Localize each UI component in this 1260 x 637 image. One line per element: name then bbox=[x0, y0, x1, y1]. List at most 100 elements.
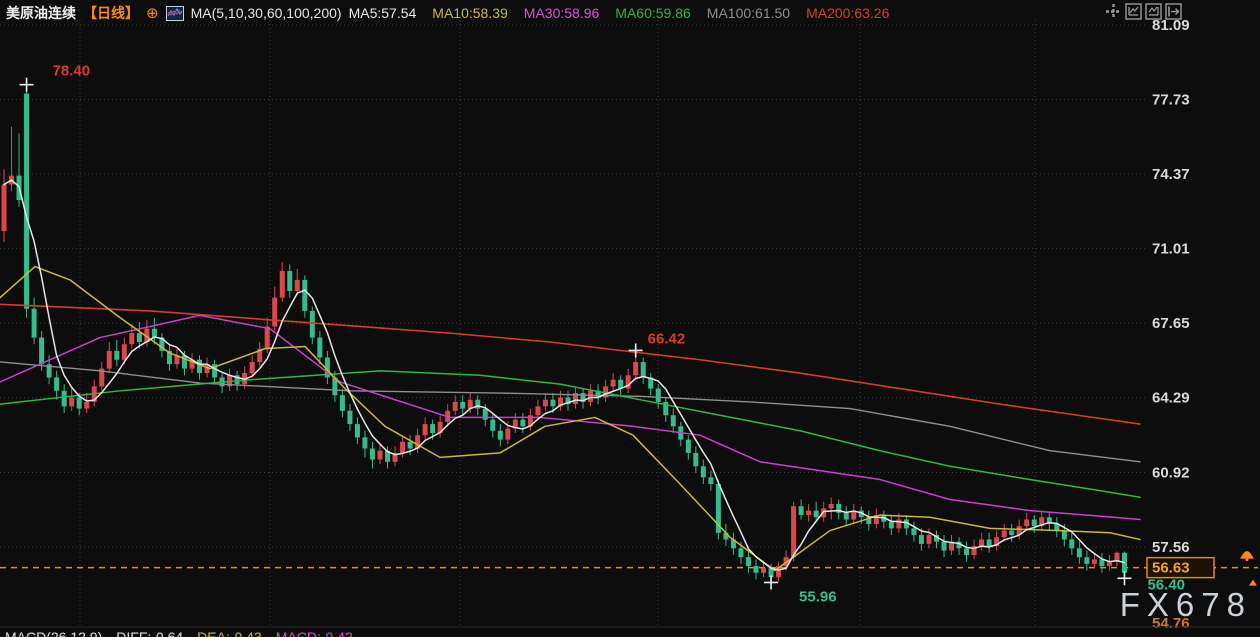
candle-body bbox=[249, 361, 255, 374]
candle-body bbox=[61, 390, 67, 407]
candle-body bbox=[1054, 523, 1060, 531]
candle-body bbox=[339, 395, 345, 411]
ma-values-row: MA5:57.54 MA10:58.39 MA30:58.96 MA60:59.86 M… bbox=[349, 5, 890, 21]
ma-value-0: MA5:57.54 bbox=[348, 5, 417, 21]
macd-footer: MACD(26,12,9) DIFF:-0.64 DEA:-0.43 MACD:… bbox=[5, 629, 353, 637]
candle-body bbox=[843, 512, 849, 520]
candle-body bbox=[197, 359, 203, 374]
candle-body bbox=[467, 399, 473, 409]
pane-expand-icon[interactable] bbox=[1165, 3, 1182, 20]
candle-body bbox=[475, 399, 481, 409]
candle-body bbox=[144, 328, 150, 343]
candle-body bbox=[54, 377, 60, 391]
candle-body bbox=[723, 532, 729, 540]
candle-body bbox=[693, 452, 699, 467]
price-annotation: 78.40 bbox=[53, 63, 91, 80]
y-axis-label: 71.01 bbox=[1152, 241, 1190, 258]
candle-body bbox=[708, 477, 714, 484]
candle-body bbox=[979, 539, 985, 547]
candle-body bbox=[234, 375, 240, 385]
candle-body bbox=[791, 506, 797, 558]
y-axis-label: 60.92 bbox=[1152, 464, 1190, 481]
candle-body bbox=[738, 548, 744, 558]
candle-body bbox=[663, 401, 669, 416]
candle-body bbox=[933, 535, 939, 542]
candle-body bbox=[400, 441, 406, 453]
candle-body bbox=[1031, 519, 1037, 527]
candle-body bbox=[1009, 530, 1015, 536]
candle-body bbox=[730, 539, 736, 549]
candle-body bbox=[69, 397, 75, 407]
candle-body bbox=[415, 435, 421, 449]
candle-body bbox=[527, 415, 533, 427]
candle-body bbox=[535, 406, 541, 416]
candle-body bbox=[377, 450, 383, 460]
macd-indicator-label[interactable]: MACD(26,12,9) bbox=[5, 629, 103, 637]
pane-chart-right-icon[interactable] bbox=[1145, 3, 1162, 20]
candle-body bbox=[1039, 517, 1045, 527]
candle-body bbox=[753, 566, 759, 573]
candle-body bbox=[324, 357, 330, 378]
candle-body bbox=[317, 337, 323, 358]
candle-body bbox=[46, 364, 52, 378]
pane-chart-left-icon[interactable] bbox=[1125, 3, 1142, 20]
candle-body bbox=[354, 424, 360, 438]
y-axis-label: 67.65 bbox=[1152, 315, 1190, 332]
candle-body bbox=[926, 535, 932, 544]
crosshair-move-icon[interactable] bbox=[1105, 3, 1122, 20]
chart-toolbar bbox=[1105, 3, 1182, 20]
candle-body bbox=[1069, 539, 1075, 549]
price-annotation: 55.96 bbox=[799, 588, 837, 605]
ma-line-MA100 bbox=[0, 361, 1141, 463]
candle-body bbox=[1114, 552, 1120, 562]
candle-body bbox=[287, 271, 293, 291]
candle-body bbox=[866, 517, 872, 524]
ma-line-MA5 bbox=[3, 179, 1126, 571]
candle-body bbox=[768, 568, 774, 578]
candle-body bbox=[851, 510, 857, 520]
candle-body bbox=[76, 397, 82, 409]
candle-body bbox=[1061, 530, 1067, 540]
ma-settings-label[interactable]: MA(5,10,30,60,100,200) bbox=[190, 5, 342, 21]
candle-body bbox=[1, 184, 7, 232]
current-price-box bbox=[1146, 556, 1215, 579]
candle-body bbox=[309, 310, 315, 338]
candle-body bbox=[761, 568, 767, 573]
add-compare-icon[interactable]: ⊕ bbox=[146, 5, 159, 22]
candle-body bbox=[918, 535, 924, 544]
candle-body bbox=[121, 344, 127, 360]
candle-body bbox=[1016, 526, 1022, 536]
macd-macd-value: MACD:-0.42 bbox=[275, 629, 353, 637]
candle-body bbox=[625, 375, 631, 389]
candle-body bbox=[407, 441, 413, 449]
candle-body bbox=[490, 419, 496, 431]
candle-body bbox=[422, 424, 428, 436]
candle-body bbox=[700, 466, 706, 478]
candle-body bbox=[302, 279, 308, 311]
candle-body bbox=[452, 401, 458, 411]
macd-dea-value: DEA:-0.43 bbox=[197, 629, 262, 637]
ma-value-1: MA10:58.39 bbox=[432, 5, 508, 21]
chart-style-icon[interactable] bbox=[165, 5, 184, 21]
candle-body bbox=[257, 348, 263, 362]
ma-line-MA200 bbox=[0, 303, 1141, 425]
candle-body bbox=[858, 510, 864, 518]
candle-body bbox=[971, 546, 977, 555]
candle-body bbox=[798, 506, 804, 516]
candle-body bbox=[873, 515, 879, 524]
price-annotation: 66.42 bbox=[648, 330, 686, 347]
candle-body bbox=[776, 566, 782, 578]
candle-body bbox=[430, 424, 436, 433]
period-label[interactable]: 【日线】 bbox=[83, 5, 139, 21]
ma-line-MA60 bbox=[0, 370, 1141, 499]
candle-body bbox=[1099, 559, 1105, 567]
candle-body bbox=[151, 328, 157, 338]
candle-body bbox=[1091, 559, 1097, 564]
candle-body bbox=[986, 539, 992, 547]
ma-value-2: MA30:58.96 bbox=[523, 5, 600, 21]
ma-value-5: MA200:63.26 bbox=[806, 5, 890, 21]
candle-body bbox=[813, 510, 819, 518]
candle-body bbox=[460, 401, 466, 409]
candle-body bbox=[264, 326, 270, 349]
